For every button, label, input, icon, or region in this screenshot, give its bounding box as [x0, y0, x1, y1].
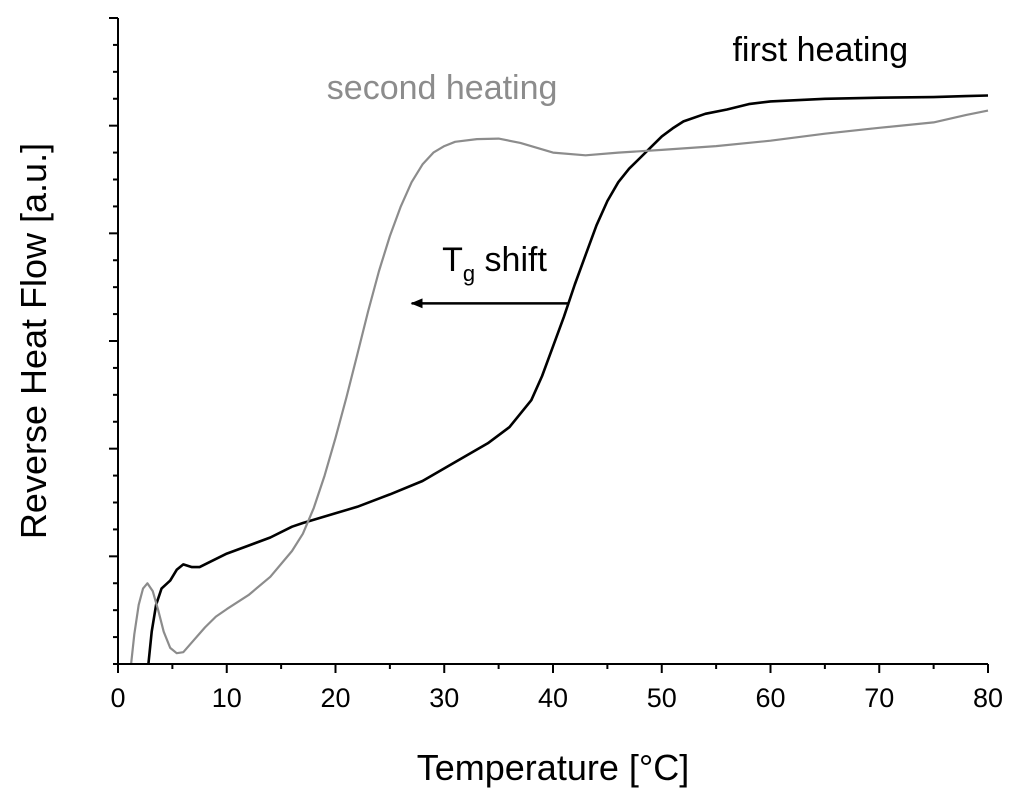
y-ticks	[109, 17, 118, 665]
x-tick-label: 70	[864, 683, 894, 713]
tg-shift-suffix: shift	[475, 241, 547, 279]
tg-shift-subscript: g	[463, 261, 475, 286]
x-tick-label: 50	[647, 683, 677, 713]
tg-shift-label: Tg shift	[442, 241, 547, 286]
x-tick-label: 30	[429, 683, 459, 713]
second-heating-label: second heating	[327, 69, 558, 107]
x-ticks: 0 10 20 30 40 50 60 70 80	[110, 664, 1003, 713]
tg-shift-annotation: Tg shift	[410, 241, 570, 309]
x-tick-label: 80	[973, 683, 1003, 713]
x-tick-label: 40	[538, 683, 568, 713]
series-line-first-heating	[147, 94, 989, 665]
y-axis-title: Reverse Heat Flow [a.u.]	[13, 143, 54, 539]
x-tick-label: 60	[755, 683, 785, 713]
tg-shift-main: T	[442, 241, 463, 279]
x-tick-label: 10	[212, 683, 242, 713]
x-tick-label: 0	[110, 683, 125, 713]
series-line-second-heating	[130, 109, 989, 665]
x-tick-label: 20	[320, 683, 350, 713]
plot-area: 0 10 20 30 40 50 60 70 80	[109, 17, 1003, 713]
x-axis-title: Temperature [°C]	[417, 747, 690, 788]
series-layer	[130, 94, 989, 665]
first-heating-label: first heating	[732, 31, 908, 69]
